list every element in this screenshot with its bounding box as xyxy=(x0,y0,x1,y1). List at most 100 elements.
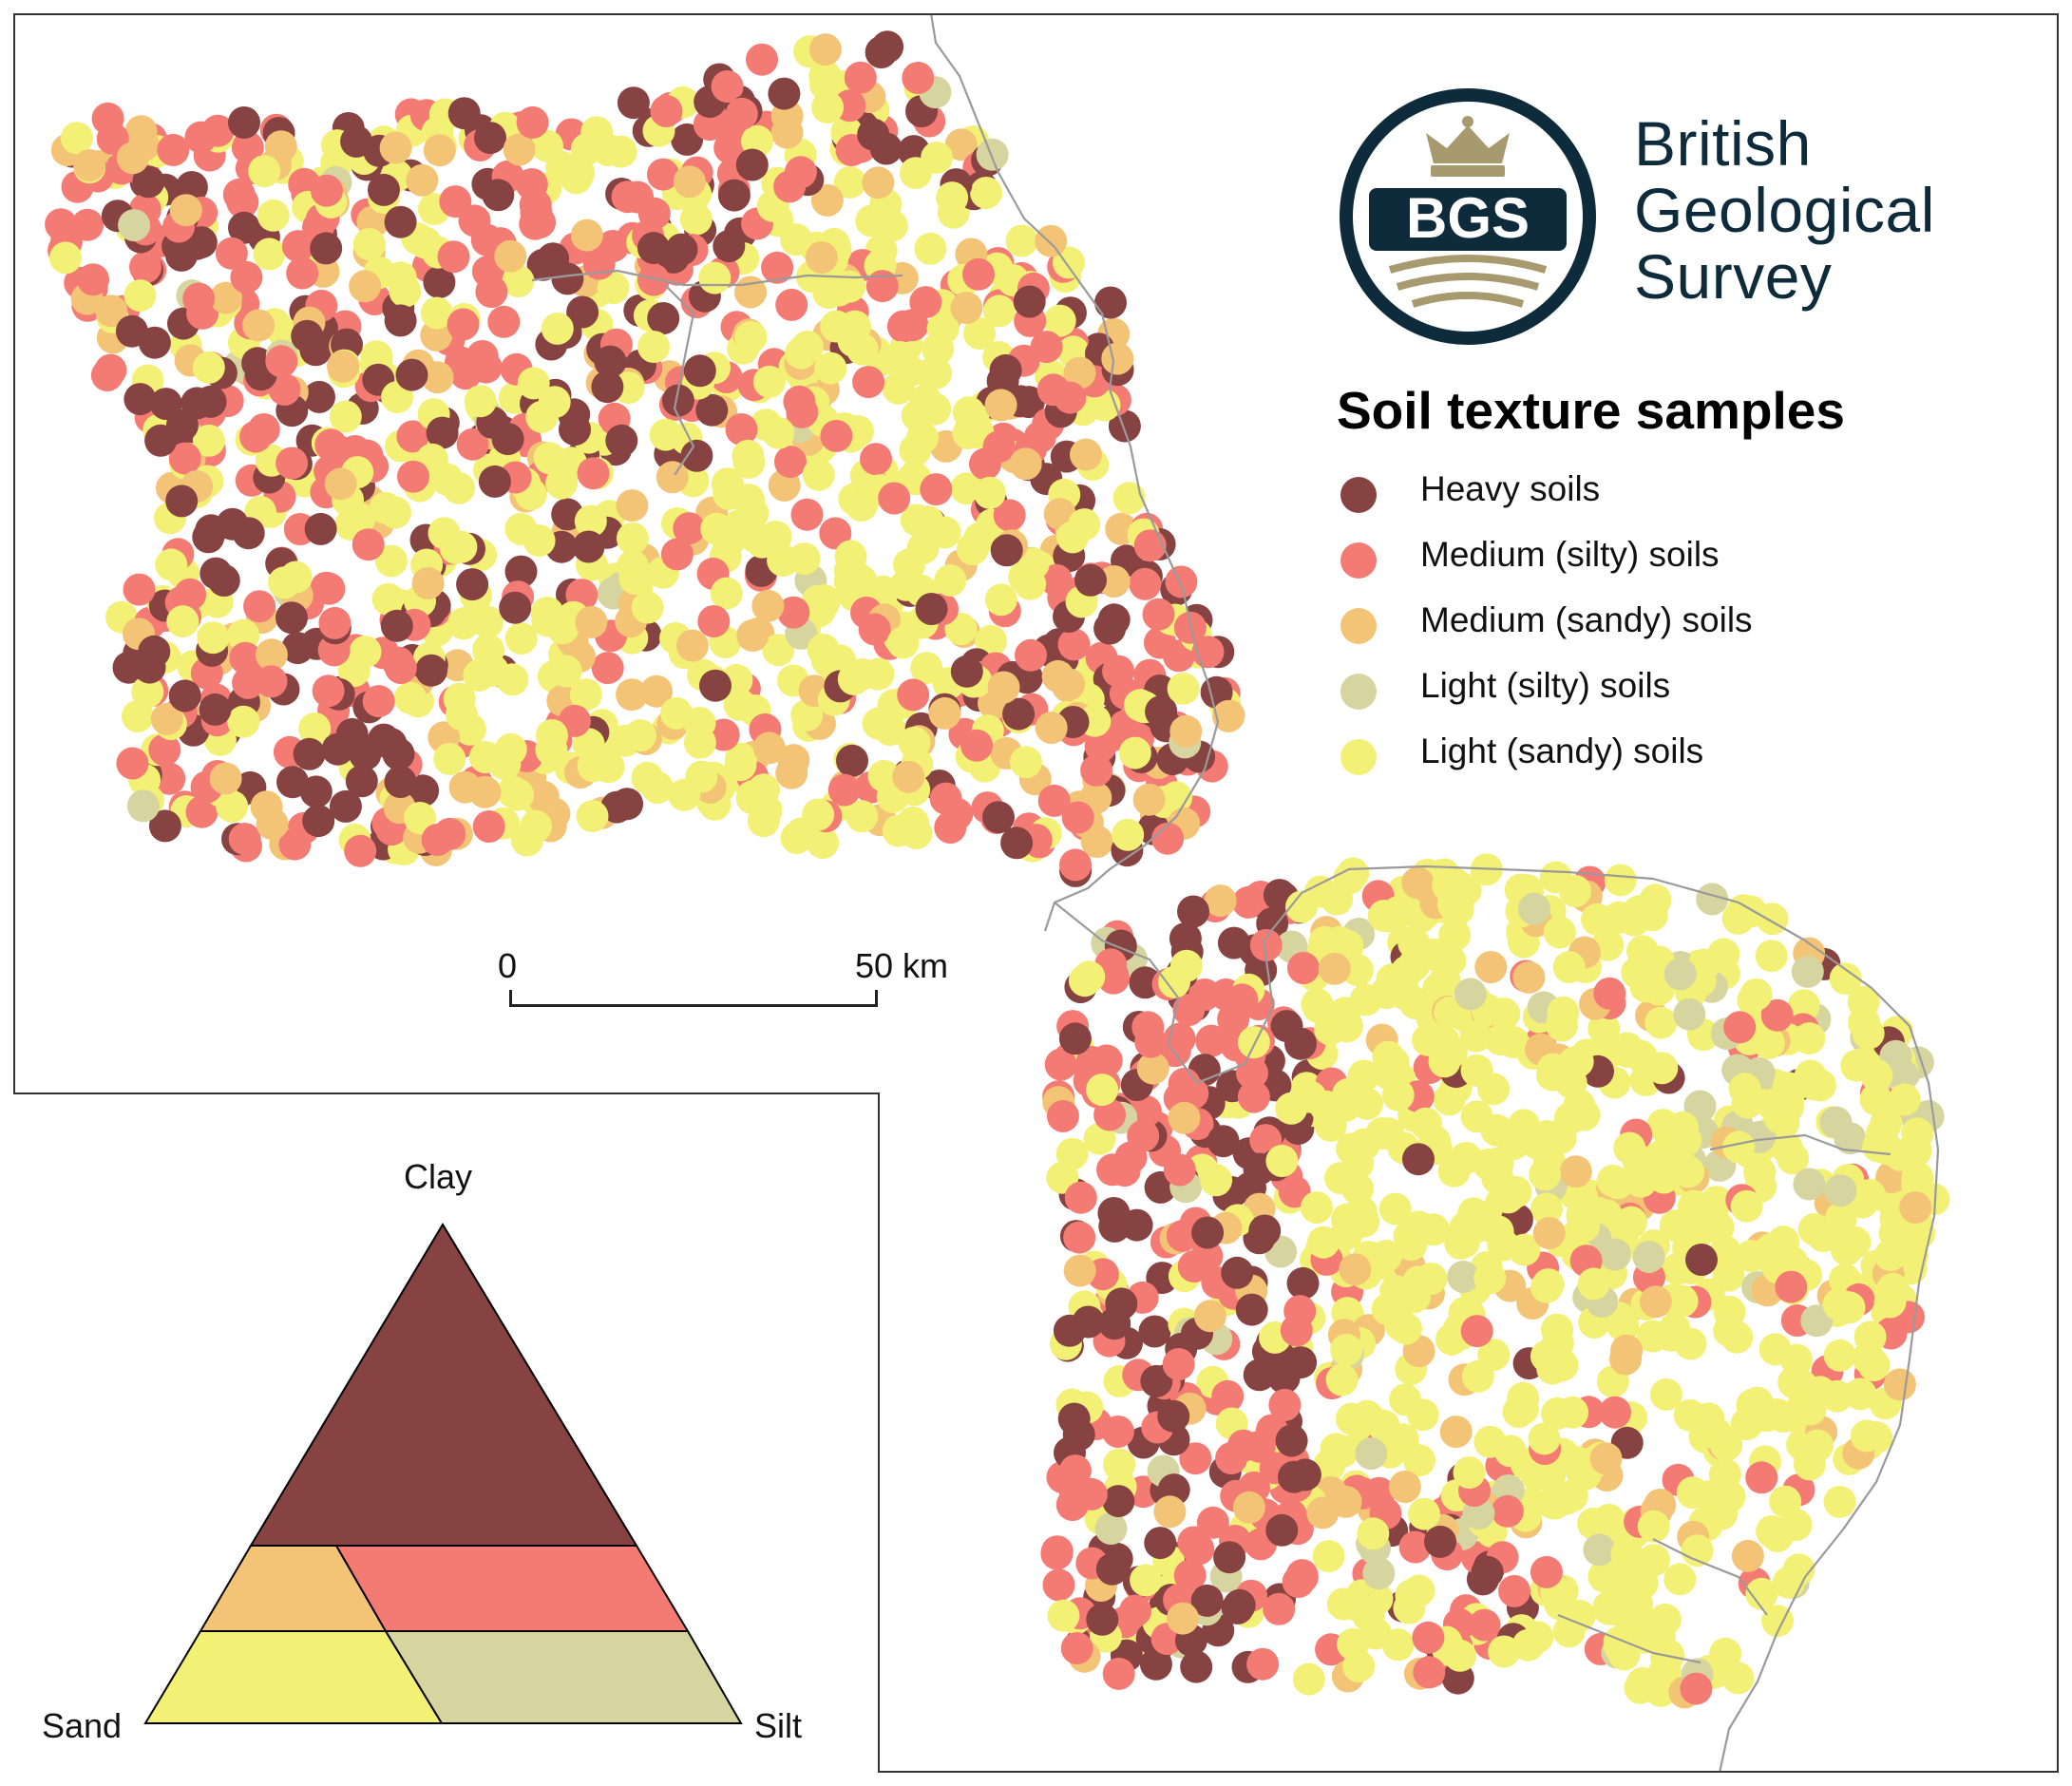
sample-point xyxy=(956,533,989,565)
sample-point xyxy=(541,312,574,345)
sample-point xyxy=(897,678,930,712)
sample-point xyxy=(268,373,301,406)
sample-point xyxy=(487,305,521,338)
sample-point xyxy=(91,102,124,135)
sample-point xyxy=(1138,1315,1171,1348)
sample-point xyxy=(1508,1109,1540,1142)
sample-point xyxy=(474,122,506,155)
sample-point xyxy=(713,478,746,511)
sample-point xyxy=(683,354,716,388)
sample-point xyxy=(973,476,1006,509)
sample-point xyxy=(675,629,709,662)
sample-point xyxy=(1471,1555,1504,1588)
sample-point xyxy=(472,810,505,843)
sample-point xyxy=(210,281,242,314)
sample-point xyxy=(845,489,878,522)
sample-point xyxy=(637,263,670,296)
sample-point xyxy=(456,568,489,601)
sample-point xyxy=(656,461,689,494)
sample-point xyxy=(255,638,288,672)
sample-point xyxy=(124,383,157,416)
sample-point xyxy=(1063,1254,1096,1287)
sample-point xyxy=(713,131,747,164)
sample-point xyxy=(836,744,868,777)
sample-point xyxy=(1009,447,1042,481)
sample-point xyxy=(673,165,706,199)
sample-point xyxy=(379,131,412,164)
sample-point xyxy=(591,370,624,404)
sample-point xyxy=(482,179,515,212)
sample-point xyxy=(216,507,249,541)
sample-point xyxy=(1070,438,1102,471)
sample-point xyxy=(735,148,769,181)
legend-item-heavy: Heavy soils xyxy=(1337,466,2021,531)
sample-point xyxy=(1074,563,1107,597)
sample-point xyxy=(975,624,1007,657)
sample-point xyxy=(404,802,436,834)
sample-point xyxy=(406,163,439,197)
sample-point xyxy=(898,726,931,759)
sample-point xyxy=(886,626,920,659)
sample-point xyxy=(732,439,765,472)
sample-point xyxy=(551,262,584,295)
sample-point xyxy=(379,496,411,529)
sample-point xyxy=(878,482,911,515)
sample-point xyxy=(993,499,1026,532)
sample-point xyxy=(445,698,478,731)
sample-point xyxy=(650,95,683,127)
sample-point xyxy=(1530,1192,1563,1226)
legend-item-light-silty: Light (silty) soils xyxy=(1337,662,2021,728)
sample-point xyxy=(192,424,225,457)
sample-point xyxy=(808,33,842,66)
sample-point xyxy=(886,310,920,343)
sample-point xyxy=(717,179,751,212)
sample-point xyxy=(517,367,550,400)
sample-point xyxy=(774,446,807,479)
sample-point xyxy=(1167,672,1200,705)
sample-point xyxy=(646,158,679,191)
sample-point xyxy=(962,257,995,291)
sample-point xyxy=(750,793,783,826)
sample-point xyxy=(150,702,183,735)
sample-point xyxy=(415,654,448,687)
sample-point xyxy=(990,534,1023,567)
sample-point xyxy=(228,823,261,856)
sample-point xyxy=(844,61,877,94)
sample-point xyxy=(1531,1268,1565,1302)
sample-point xyxy=(1263,1592,1296,1625)
sample-point xyxy=(775,288,808,321)
sample-point xyxy=(228,211,260,244)
sample-point xyxy=(723,688,756,721)
sample-point xyxy=(49,241,82,275)
sample-point xyxy=(545,466,579,500)
sample-point xyxy=(168,442,201,475)
sample-point xyxy=(746,525,779,559)
sample-point xyxy=(526,780,560,813)
sample-point xyxy=(368,173,400,206)
sample-point xyxy=(572,530,605,563)
sample-point xyxy=(695,393,729,427)
sample-point xyxy=(860,443,892,476)
sample-point xyxy=(1084,730,1117,763)
sample-point xyxy=(858,613,891,646)
sample-point xyxy=(921,142,954,174)
sample-point xyxy=(468,775,502,808)
sample-point xyxy=(504,622,538,656)
sample-point xyxy=(1030,331,1063,364)
sample-point xyxy=(1512,960,1546,994)
sample-point xyxy=(855,204,888,238)
sample-point xyxy=(802,798,835,831)
sample-point xyxy=(1054,381,1087,414)
sample-point xyxy=(618,562,652,595)
sample-point xyxy=(899,433,932,466)
sample-point xyxy=(594,345,627,378)
sample-point xyxy=(982,801,1015,834)
sample-point xyxy=(118,209,151,242)
sample-point xyxy=(144,424,178,457)
sample-point xyxy=(631,591,664,624)
legend-item-medium-silty: Medium (silty) soils xyxy=(1337,531,2021,597)
sample-point xyxy=(987,671,1020,704)
zone-medium-silty xyxy=(334,1545,690,1632)
sample-point xyxy=(1477,1073,1511,1106)
